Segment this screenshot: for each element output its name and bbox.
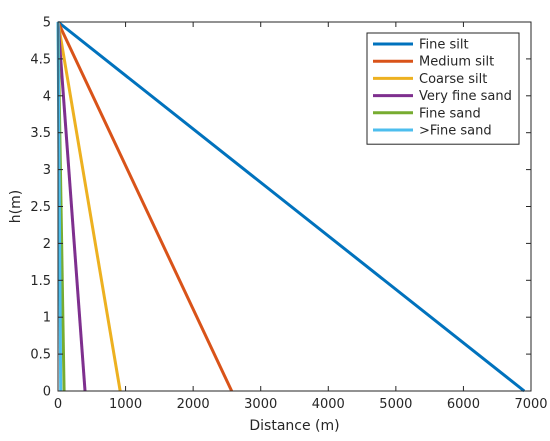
x-tick-label: 5000 <box>379 397 412 412</box>
x-tick-label: 7000 <box>514 397 547 412</box>
x-tick-label: 2000 <box>177 397 210 412</box>
x-tick-label: 0 <box>54 397 62 412</box>
legend-entry-label: Medium silt <box>419 55 494 70</box>
y-tick-label: 0 <box>43 385 51 400</box>
x-tick-label: 6000 <box>447 397 480 412</box>
legend-entry-label: Coarse silt <box>419 72 487 87</box>
y-tick-label: 3 <box>43 163 51 178</box>
y-tick-label: 2.5 <box>30 200 51 215</box>
legend: Fine silt Medium silt Coarse silt Very fine… <box>366 32 520 145</box>
y-tick-label: 1.5 <box>30 274 51 289</box>
y-tick-label: 2 <box>43 237 51 252</box>
y-tick-label: 5 <box>43 16 51 31</box>
x-tick-label: 3000 <box>244 397 277 412</box>
y-axis-label: h(m) <box>8 190 24 223</box>
y-tick-label: 0.5 <box>30 348 51 363</box>
legend-entry-label: >Fine sand <box>419 124 492 139</box>
series-line <box>57 20 526 393</box>
series-line <box>56 21 122 392</box>
x-tick-label: 4000 <box>312 397 345 412</box>
y-tick-label: 4.5 <box>30 52 51 67</box>
legend-entry-label: Very fine sand <box>419 89 512 104</box>
y-tick-label: 1 <box>43 311 51 326</box>
series-line <box>56 21 87 392</box>
y-tick-label: 4 <box>43 89 51 104</box>
legend-box <box>366 32 520 145</box>
legend-entry-label: Fine silt <box>419 38 469 53</box>
ticks-layer: 0 1000 2000 3000 4000 5000 6000 7000 0 0.5 1 1.5 2 2.… <box>30 16 547 413</box>
series-line <box>56 21 234 392</box>
legend-entry-label: Fine sand <box>419 106 481 121</box>
x-tick-label: 1000 <box>109 397 142 412</box>
x-axis-label: Distance (m) <box>249 418 339 434</box>
y-tick-label: 3.5 <box>30 126 51 141</box>
